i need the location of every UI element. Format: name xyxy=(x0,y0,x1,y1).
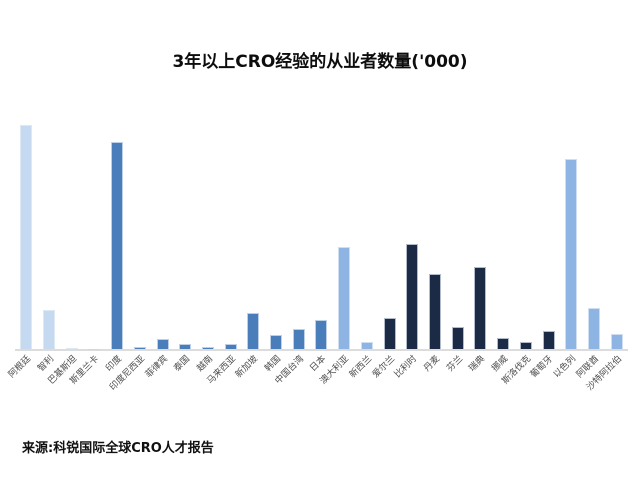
bar xyxy=(201,347,214,349)
bar-slot xyxy=(333,109,356,349)
bar-slot xyxy=(356,109,379,349)
bar-slot xyxy=(197,109,220,349)
x-axis-label: 韩国 xyxy=(263,354,284,374)
bar-slot xyxy=(401,109,424,349)
x-axis-label: 爱尔兰 xyxy=(370,354,397,381)
x-axis-label: 丹麦 xyxy=(422,354,443,374)
bar-slot xyxy=(287,109,310,349)
plot-area xyxy=(15,109,628,351)
bar-slot xyxy=(106,109,129,349)
bar xyxy=(429,274,441,349)
source-note: 来源:科锐国际全球CRO人才报告 xyxy=(22,441,214,456)
bar xyxy=(247,313,260,349)
bar-slot xyxy=(38,109,61,349)
x-axis-label: 阿根廷 xyxy=(7,354,34,381)
bar-slot xyxy=(378,109,401,349)
bar xyxy=(451,327,464,349)
bar xyxy=(20,125,33,349)
bar xyxy=(292,329,305,349)
bar xyxy=(497,338,510,349)
x-axis-label: 新加坡 xyxy=(234,354,261,381)
bar-slot xyxy=(60,109,83,349)
bar xyxy=(383,318,396,349)
bar xyxy=(111,142,124,349)
bar xyxy=(474,267,487,349)
bar xyxy=(360,342,373,349)
bar xyxy=(133,347,146,349)
x-axis-label: 葡萄牙 xyxy=(529,354,556,381)
bar xyxy=(88,348,101,349)
bar xyxy=(565,159,578,349)
bar-slot xyxy=(492,109,515,349)
x-axis-label: 泰国 xyxy=(172,354,193,374)
x-axis-label: 挪威 xyxy=(490,354,511,374)
x-axis-label: 越南 xyxy=(195,354,216,374)
bar-slot xyxy=(446,109,469,349)
bar-slot xyxy=(151,109,174,349)
bar xyxy=(338,247,351,349)
bar xyxy=(610,334,623,349)
x-axis-label: 以色列 xyxy=(552,354,579,381)
x-axis-label: 瑞典 xyxy=(467,354,488,374)
bar xyxy=(542,331,555,349)
x-axis-label: 菲律宾 xyxy=(143,354,170,381)
bar-slot xyxy=(83,109,106,349)
chart-title: 3年以上CRO经验的从业者数量('000) xyxy=(172,52,468,72)
x-axis-label: 比利时 xyxy=(393,354,420,381)
bars-container xyxy=(15,109,628,349)
bar xyxy=(270,335,283,349)
bar-slot xyxy=(310,109,333,349)
bar-slot xyxy=(242,109,265,349)
bar xyxy=(519,342,532,349)
bar-slot xyxy=(174,109,197,349)
bar-slot xyxy=(560,109,583,349)
x-axis-label: 芬兰 xyxy=(444,354,465,374)
bar xyxy=(406,244,419,349)
bar-slot xyxy=(265,109,288,349)
bar xyxy=(315,320,328,349)
x-axis-label: 智利 xyxy=(36,354,57,374)
x-axis-label: 新西兰 xyxy=(347,354,374,381)
bar-slot xyxy=(424,109,447,349)
bar-slot xyxy=(537,109,560,349)
bar-slot xyxy=(514,109,537,349)
bar-slot xyxy=(219,109,242,349)
bar-slot xyxy=(583,109,606,349)
bar-slot xyxy=(129,109,152,349)
bar-slot xyxy=(469,109,492,349)
bar xyxy=(224,343,237,349)
bar-slot xyxy=(15,109,38,349)
bar-slot xyxy=(605,109,628,349)
bar xyxy=(587,308,600,349)
bar xyxy=(43,310,56,349)
bar xyxy=(179,344,192,349)
bar xyxy=(156,339,169,349)
bar xyxy=(65,347,78,349)
